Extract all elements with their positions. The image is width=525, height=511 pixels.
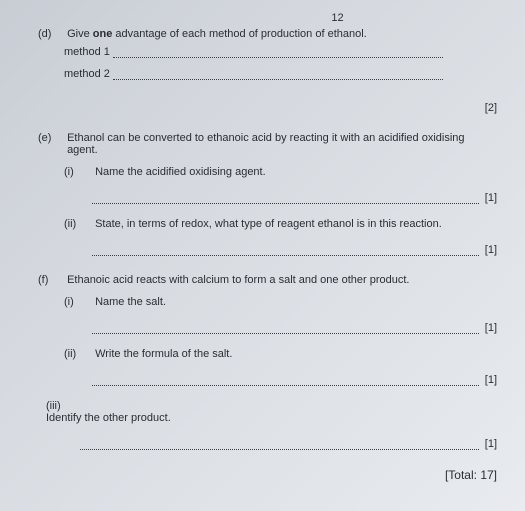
part-e-text: Ethanol can be converted to ethanoic aci…: [67, 132, 496, 156]
f-ii-answer: [1]: [92, 374, 497, 386]
e-ii-label: (ii): [64, 218, 92, 230]
method-1-blank: [113, 48, 443, 58]
e-i-marks: [1]: [485, 192, 497, 204]
part-f-text: Ethanoic acid reacts with calcium to for…: [67, 274, 496, 286]
question-d: (d) Give one advantage of each method of…: [38, 28, 497, 114]
total-marks: [Total: 17]: [38, 468, 497, 482]
f-iii-text: Identify the other product.: [46, 412, 465, 424]
part-f-label: (f): [38, 274, 64, 286]
f-ii-blank: [92, 385, 479, 386]
method-2-blank: [113, 70, 443, 80]
f-ii: (ii) Write the formula of the salt. [1]: [64, 348, 497, 386]
e-ii-text: State, in terms of redox, what type of r…: [95, 218, 496, 230]
page-number: 12: [178, 12, 497, 24]
method-1-label: method 1: [64, 46, 110, 58]
f-iii-marks: [1]: [485, 438, 497, 450]
part-d-text: Give one advantage of each method of pro…: [67, 28, 496, 40]
f-ii-text: Write the formula of the salt.: [95, 348, 496, 360]
f-i: (i) Name the salt. [1]: [64, 296, 497, 334]
question-f: (f) Ethanoic acid reacts with calcium to…: [38, 274, 497, 450]
f-iii-label: (iii): [46, 400, 76, 412]
f-i-label: (i): [64, 296, 92, 308]
e-ii-answer: [1]: [92, 244, 497, 256]
e-ii-blank: [92, 255, 479, 256]
f-i-marks: [1]: [485, 322, 497, 334]
method-2-line: method 2: [64, 68, 497, 80]
question-e: (e) Ethanol can be converted to ethanoic…: [38, 132, 497, 256]
e-ii-marks: [1]: [485, 244, 497, 256]
d-marks: [2]: [38, 102, 497, 114]
f-i-answer: [1]: [92, 322, 497, 334]
e-i-label: (i): [64, 166, 92, 178]
e-i: (i) Name the acidified oxidising agent. …: [64, 166, 497, 204]
f-iii-blank: [80, 449, 479, 450]
f-i-text: Name the salt.: [95, 296, 496, 308]
e-i-answer: [1]: [92, 192, 497, 204]
f-i-blank: [92, 333, 479, 334]
e-i-blank: [92, 203, 479, 204]
f-ii-label: (ii): [64, 348, 92, 360]
part-e-label: (e): [38, 132, 64, 144]
method-1-line: method 1: [64, 46, 497, 58]
method-2-label: method 2: [64, 68, 110, 80]
part-d-label: (d): [38, 28, 64, 40]
e-ii: (ii) State, in terms of redox, what type…: [64, 218, 497, 256]
f-iii: (iii) Identify the other product. [1]: [46, 400, 497, 450]
e-i-text: Name the acidified oxidising agent.: [95, 166, 496, 178]
f-iii-answer: [1]: [80, 438, 497, 450]
f-ii-marks: [1]: [485, 374, 497, 386]
d-prompt: Give one advantage of each method of pro…: [67, 28, 367, 40]
